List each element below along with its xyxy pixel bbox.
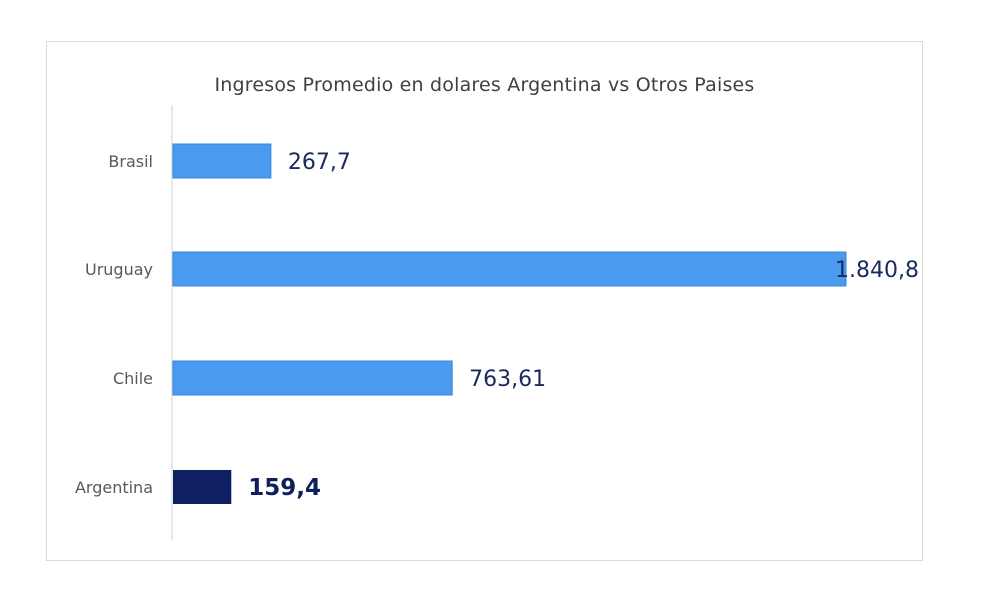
value-label-argentina: 159,4 (248, 475, 321, 501)
bar-uruguay (172, 251, 847, 287)
bar-argentina (173, 470, 232, 504)
category-label-argentina: Argentina (75, 478, 153, 497)
chart-title: Ingresos Promedio en dolares Argentina v… (214, 74, 755, 96)
bar-chile (172, 360, 453, 396)
value-label-chile: 763,61 (469, 367, 546, 392)
value-label-uruguay: 1.840,8 (835, 258, 919, 283)
category-label-chile: Chile (113, 369, 153, 388)
value-label-brasil: 267,7 (288, 150, 351, 175)
bar-brasil (172, 143, 272, 179)
category-label-uruguay: Uruguay (85, 260, 153, 279)
category-label-brasil: Brasil (108, 152, 153, 171)
